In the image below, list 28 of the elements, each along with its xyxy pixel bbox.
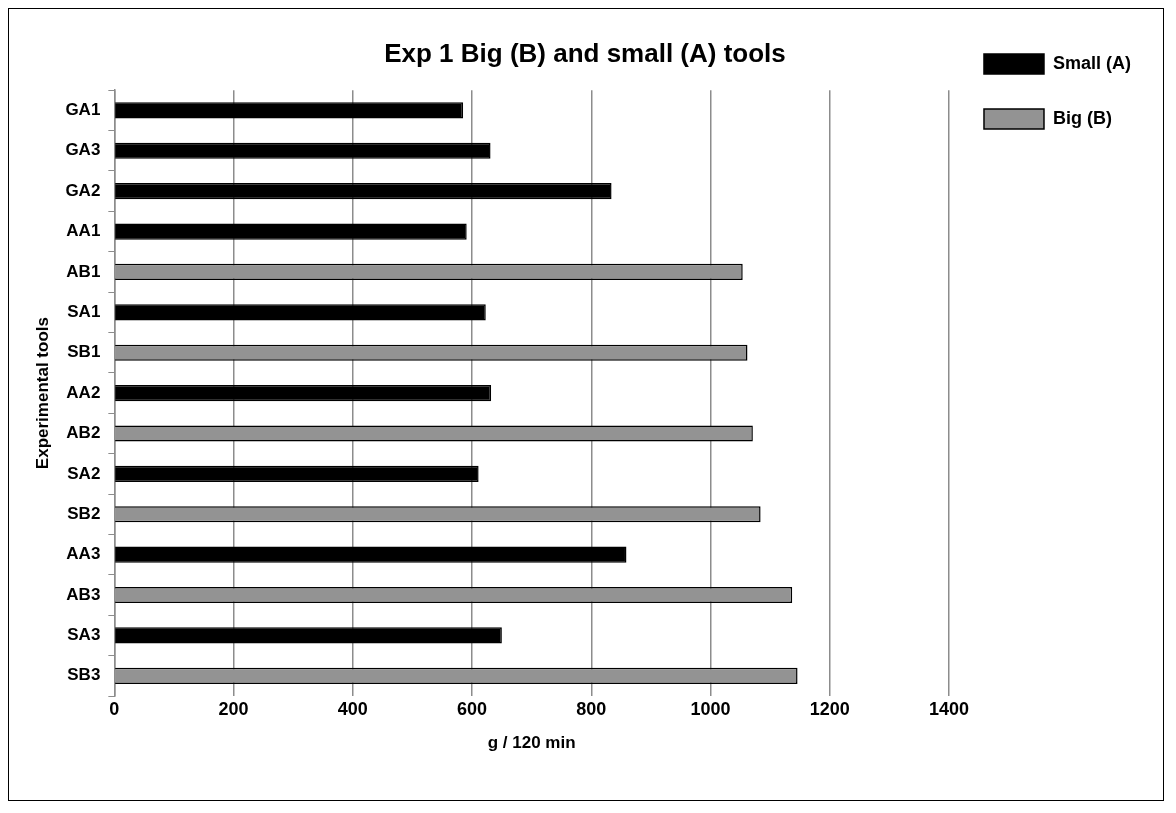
- legend-label: Small (A): [1052, 52, 1132, 73]
- y-tick-label: SB1: [67, 342, 101, 362]
- y-tick-label: AA2: [66, 382, 101, 402]
- y-tick-label: GA2: [65, 180, 101, 200]
- y-tick-label: SA3: [67, 625, 101, 645]
- y-tick-label: AA1: [66, 221, 101, 241]
- y-tick-label: SA1: [67, 302, 101, 322]
- y-tick-label: SB2: [67, 503, 101, 523]
- y-tick-label: GA3: [65, 140, 101, 160]
- y-tick-label: SB3: [67, 665, 101, 685]
- y-axis-title: Experimental tools: [32, 317, 52, 470]
- x-tick-label: 1000: [690, 698, 731, 719]
- y-tick-label: AA3: [66, 544, 101, 564]
- y-tick-label: AB3: [66, 584, 101, 604]
- chart-title: Exp 1 Big (B) and small (A) tools: [384, 37, 786, 68]
- x-tick-label: 600: [457, 698, 488, 719]
- y-tick-label: GA1: [65, 100, 101, 120]
- y-tick-label: AB1: [66, 261, 101, 281]
- legend-label: Big (B): [1052, 107, 1112, 128]
- x-tick-label: 0: [109, 698, 120, 719]
- y-tick-label: AB2: [66, 423, 101, 443]
- x-tick-label: 400: [337, 698, 368, 719]
- y-tick-label: SA2: [67, 463, 101, 483]
- x-axis-title: g / 120 min: [487, 733, 576, 753]
- x-tick-label: 1200: [809, 698, 850, 719]
- x-tick-label: 800: [576, 698, 607, 719]
- x-tick-label: 1400: [928, 698, 970, 719]
- x-tick-label: 200: [218, 698, 249, 719]
